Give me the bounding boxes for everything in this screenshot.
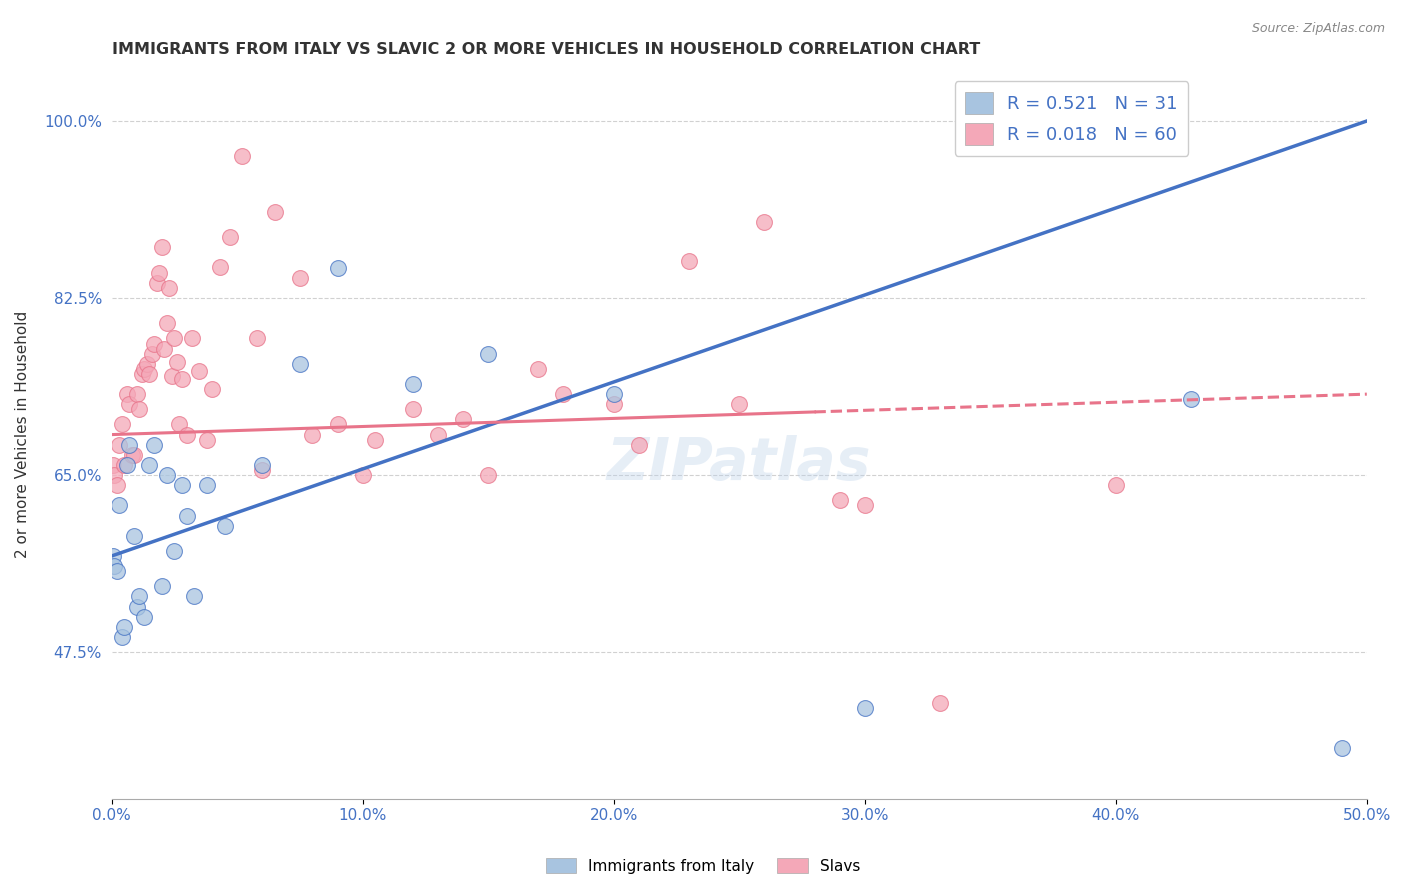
Point	[426, 427, 449, 442]
Point	[118, 438, 141, 452]
Point	[108, 438, 131, 452]
Point	[326, 417, 349, 432]
Point	[326, 260, 349, 275]
Point	[208, 260, 231, 274]
Point	[125, 387, 148, 401]
Point	[231, 149, 253, 163]
Point	[176, 508, 198, 523]
Point	[122, 448, 145, 462]
Point	[103, 559, 125, 574]
Point	[105, 564, 128, 578]
Point	[103, 468, 125, 483]
Point	[150, 579, 173, 593]
Point	[101, 549, 124, 563]
Point	[163, 544, 186, 558]
Point	[183, 590, 205, 604]
Point	[134, 361, 156, 376]
Point	[143, 336, 166, 351]
Point	[115, 458, 138, 472]
Point	[128, 590, 150, 604]
Point	[288, 270, 311, 285]
Point	[195, 433, 218, 447]
Point	[148, 266, 170, 280]
Point	[166, 355, 188, 369]
Point	[728, 397, 751, 411]
Point	[170, 372, 193, 386]
Point	[176, 427, 198, 442]
Point	[1105, 478, 1128, 492]
Point	[146, 276, 169, 290]
Point	[853, 499, 876, 513]
Point	[627, 438, 650, 452]
Point	[121, 448, 143, 462]
Point	[156, 316, 179, 330]
Point	[252, 463, 274, 477]
Text: ZIPatlas: ZIPatlas	[607, 435, 872, 492]
Point	[828, 493, 851, 508]
Point	[218, 230, 240, 244]
Point	[128, 402, 150, 417]
Point	[477, 468, 499, 483]
Point	[553, 387, 575, 401]
Point	[181, 331, 204, 345]
Point	[163, 331, 186, 345]
Point	[135, 357, 157, 371]
Point	[143, 438, 166, 452]
Point	[131, 367, 153, 381]
Point	[214, 518, 236, 533]
Point	[246, 331, 269, 345]
Point	[118, 397, 141, 411]
Point	[150, 240, 173, 254]
Text: IMMIGRANTS FROM ITALY VS SLAVIC 2 OR MORE VEHICLES IN HOUSEHOLD CORRELATION CHAR: IMMIGRANTS FROM ITALY VS SLAVIC 2 OR MOR…	[111, 42, 980, 57]
Point	[602, 397, 624, 411]
Point	[288, 357, 311, 371]
Point	[105, 478, 128, 492]
Point	[263, 205, 285, 219]
Point	[138, 367, 160, 381]
Point	[108, 499, 131, 513]
Point	[1330, 741, 1353, 756]
Text: Source: ZipAtlas.com: Source: ZipAtlas.com	[1251, 22, 1385, 36]
Point	[527, 361, 550, 376]
Point	[402, 377, 425, 392]
Point	[169, 417, 191, 432]
Point	[188, 364, 211, 378]
Point	[602, 387, 624, 401]
Point	[678, 253, 700, 268]
Point	[929, 696, 952, 710]
Y-axis label: 2 or more Vehicles in Household: 2 or more Vehicles in Household	[15, 311, 30, 558]
Point	[141, 346, 163, 360]
Point	[754, 215, 776, 229]
Point	[122, 529, 145, 543]
Point	[112, 458, 135, 472]
Point	[352, 468, 374, 483]
Point	[402, 402, 425, 417]
Point	[101, 458, 124, 472]
Point	[160, 368, 183, 383]
Point	[853, 700, 876, 714]
Point	[157, 281, 180, 295]
Point	[451, 412, 474, 426]
Point	[301, 427, 323, 442]
Legend: Immigrants from Italy, Slavs: Immigrants from Italy, Slavs	[540, 852, 866, 880]
Legend: R = 0.521   N = 31, R = 0.018   N = 60: R = 0.521 N = 31, R = 0.018 N = 60	[955, 81, 1188, 156]
Point	[115, 387, 138, 401]
Point	[477, 346, 499, 360]
Point	[201, 382, 224, 396]
Point	[1180, 392, 1202, 407]
Point	[364, 433, 387, 447]
Point	[112, 620, 135, 634]
Point	[153, 342, 176, 356]
Point	[138, 458, 160, 472]
Point	[111, 417, 134, 432]
Point	[195, 478, 218, 492]
Point	[125, 599, 148, 614]
Point	[156, 468, 179, 483]
Point	[134, 609, 156, 624]
Point	[111, 630, 134, 644]
Point	[252, 458, 274, 472]
Point	[170, 478, 193, 492]
